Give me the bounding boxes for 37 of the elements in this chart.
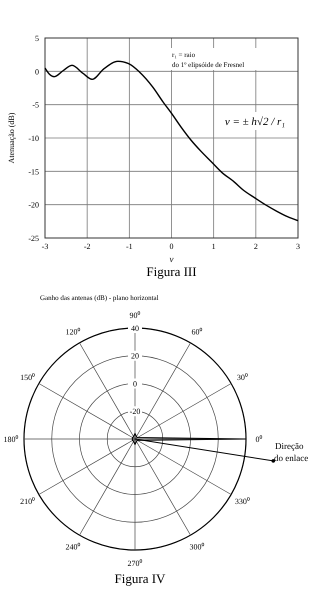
text: Figura III	[146, 264, 197, 279]
y-tick-label: -15	[28, 167, 39, 176]
spoke-label: 30⁰	[236, 373, 248, 382]
y-tick-label: -20	[130, 407, 140, 416]
x-tick-label: 0	[170, 242, 174, 251]
x-tick-label: -2	[84, 242, 91, 251]
y-tick-label: 40	[131, 324, 139, 333]
spoke-label: 240⁰	[66, 542, 80, 552]
spoke-label: 270⁰	[128, 559, 142, 568]
spoke-label: 120⁰	[66, 328, 80, 337]
x-tick-label: 1	[212, 242, 216, 251]
y-tick-label: 20	[131, 352, 139, 361]
x-axis-title: ν	[170, 254, 174, 264]
y-tick-label: 5	[35, 34, 39, 43]
spoke-label: 180⁰	[4, 435, 18, 444]
spoke-label: 330⁰	[234, 497, 250, 506]
spoke-label: 90⁰	[130, 311, 140, 320]
y-tick-label: -25	[28, 234, 39, 243]
y-tick-label: 0	[133, 379, 137, 388]
spoke-label: 150⁰	[20, 373, 36, 382]
x-tick-label: 2	[254, 242, 258, 251]
spoke-label: 60⁰	[192, 328, 202, 337]
y-tick-label: -5	[32, 100, 39, 110]
spoke-label: 210⁰	[20, 497, 36, 506]
x-tick-label: -1	[126, 242, 133, 251]
spoke-label: 0⁰	[256, 435, 262, 444]
y-axis-title: Atenuação (dB)	[7, 112, 16, 164]
y-tick-label: -10	[28, 134, 39, 143]
spoke-label: 300⁰	[190, 542, 204, 552]
x-tick-label: 3	[296, 242, 300, 251]
text: Direção do enlace	[274, 441, 308, 463]
text: Figura IV	[114, 571, 166, 586]
x-tick-label: -3	[42, 242, 48, 251]
y-tick-label: 0	[35, 67, 39, 76]
line-series	[44, 60, 299, 222]
y-tick-label: -20	[28, 200, 39, 210]
annotation: ν = ± h√2 / r₁	[224, 116, 286, 128]
